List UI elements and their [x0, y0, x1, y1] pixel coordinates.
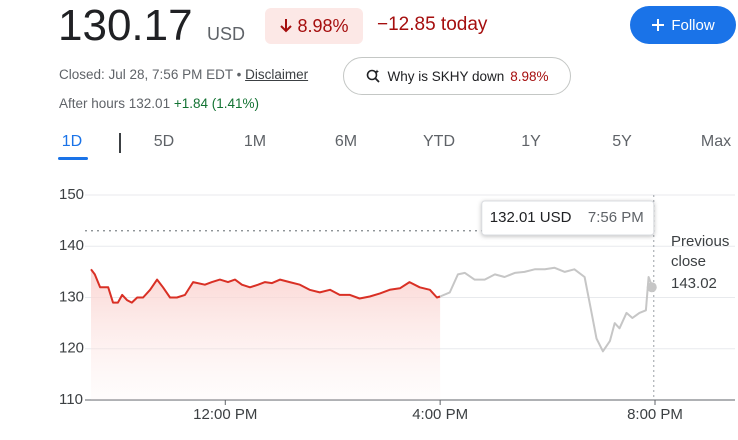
range-tab[interactable]: 1Y — [521, 133, 541, 150]
price-line — [439, 266, 653, 353]
range-tab[interactable]: 5Y — [612, 133, 632, 150]
x-tick-label: 4:00 PM — [412, 406, 468, 423]
search-spark-icon — [367, 69, 381, 83]
follow-label: Follow — [671, 16, 715, 34]
selected-underline — [58, 157, 88, 160]
change-badge: 8.98% — [265, 8, 363, 44]
previous-close-value: 143.02 — [671, 275, 717, 292]
x-tick-label: 8:00 PM — [627, 406, 683, 423]
y-tick-label: 140 — [59, 237, 84, 254]
tooltip-time: 7:56 PM — [588, 209, 644, 226]
why-button[interactable]: Why is SKHY down 8.98% — [343, 57, 571, 95]
range-tab[interactable]: 5D — [153, 133, 175, 150]
x-tick-label: 12:00 PM — [193, 406, 257, 423]
tooltip-box — [481, 200, 655, 236]
range-tab[interactable]: Max — [700, 133, 732, 150]
down-arrow-icon — [280, 19, 293, 33]
tab-separator — [119, 133, 121, 153]
price: 130.17 — [58, 1, 193, 50]
after-hours-change: +1.84 (1.41%) — [173, 96, 260, 111]
disclaimer-link[interactable]: Disclaimer — [245, 67, 309, 82]
hover-point — [646, 282, 657, 293]
plus-icon — [652, 19, 665, 31]
closed-text: Closed: Jul 28, 7:56 PM EDT • — [59, 67, 242, 82]
why-text: Why is SKHY down — [387, 68, 505, 84]
after-hours: After hours 132.01 +1.84 (1.41%) — [59, 96, 259, 111]
change-pct: 8.98% — [297, 15, 349, 36]
why-pct: 8.98% — [510, 68, 549, 84]
closed-info: Closed: Jul 28, 7:56 PM EDT • Disclaimer — [59, 67, 308, 82]
range-tab[interactable]: 6M — [334, 133, 358, 150]
y-tick-label: 150 — [59, 186, 84, 203]
range-tab[interactable]: 1M — [243, 133, 267, 150]
previous-close-label: Previous close — [671, 233, 729, 270]
currency: USD — [207, 24, 246, 44]
range-tab[interactable]: YTD — [423, 133, 455, 150]
previous-close-word: Previous — [671, 233, 729, 250]
change-today: −12.85 today — [377, 14, 488, 35]
range-tab[interactable]: 1D — [61, 133, 83, 150]
y-tick-label: 110 — [59, 391, 83, 408]
price-line — [90, 268, 441, 304]
area-fill — [91, 269, 441, 400]
y-tick-label: 120 — [59, 340, 84, 357]
after-hours-text: After hours 132.01 — [59, 96, 171, 111]
follow-button[interactable]: Follow — [630, 6, 736, 44]
previous-close-word: close — [671, 253, 706, 270]
tooltip-price: 132.01 USD — [490, 209, 572, 226]
y-tick-label: 130 — [59, 288, 84, 305]
